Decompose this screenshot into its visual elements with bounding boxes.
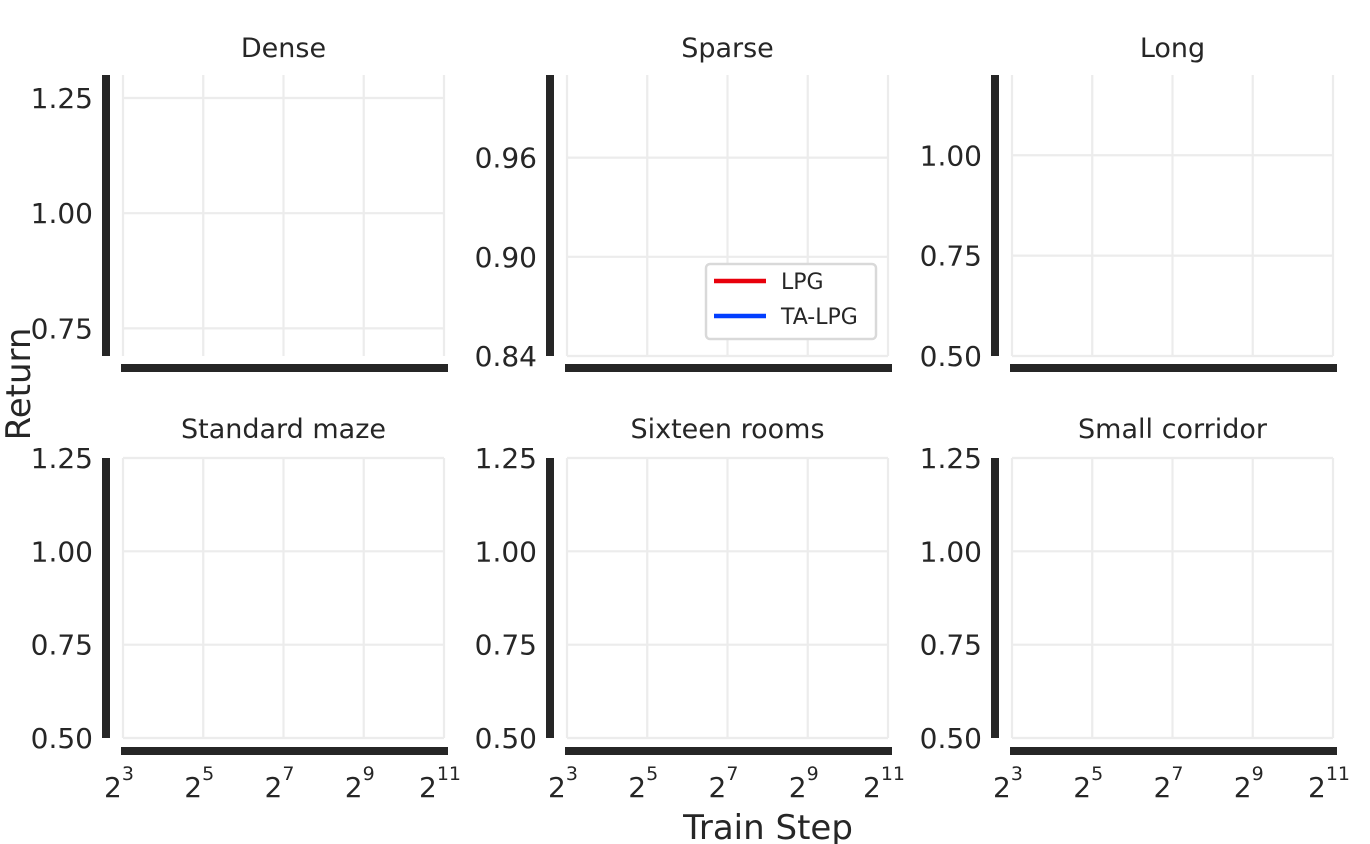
y-tick-label: 0.75 xyxy=(475,629,537,662)
y-tick-label: 1.25 xyxy=(475,442,537,475)
y-tick-label: 0.96 xyxy=(475,142,537,175)
x-tick-label: 29 xyxy=(789,763,819,804)
y-tick-label: 1.00 xyxy=(920,535,982,568)
x-tick-label: 25 xyxy=(1073,763,1103,804)
y-tick-label: 0.50 xyxy=(31,722,93,755)
panel-long: 0.50 0.75 1.00 Long xyxy=(920,33,1337,373)
x-axis-label: Train Step xyxy=(682,808,853,844)
legend-label-ta-lpg: TA-LPG xyxy=(780,305,858,330)
panel-title: Long xyxy=(1140,33,1205,64)
y-tick-label: 1.00 xyxy=(31,535,93,568)
legend-label-lpg: LPG xyxy=(781,270,824,295)
panel-title: Sixteen rooms xyxy=(630,414,824,445)
x-tick-label: 211 xyxy=(1308,763,1350,804)
x-tick-label: 27 xyxy=(265,763,295,804)
panel-standard-maze: 0.50 0.75 1.00 1.25 Standard maze 23 25 27 29 211 xyxy=(31,414,461,804)
x-tick-label: 27 xyxy=(709,763,739,804)
panels: 0.751.001.25Dense0.840.900.96Sparse0.500… xyxy=(31,33,1350,804)
panel-title: Standard maze xyxy=(181,414,386,445)
x-tick-label: 29 xyxy=(345,763,375,804)
panel-title: Dense xyxy=(241,33,326,64)
y-tick-label: 1.25 xyxy=(920,442,982,475)
panel-sixteen-rooms: 0.50 0.75 1.00 1.25 Sixteen rooms 23 25 27 29 211 xyxy=(475,414,905,804)
y-tick-label: 1.25 xyxy=(31,442,93,475)
y-tick-label: 1.00 xyxy=(475,535,537,568)
y-tick-label: 0.90 xyxy=(475,241,537,274)
x-tick-label: 23 xyxy=(548,763,578,804)
x-tick-label: 23 xyxy=(104,763,134,804)
panel-title: Sparse xyxy=(681,33,774,64)
y-tick-label: 1.00 xyxy=(31,197,93,230)
y-tick-label: 1.00 xyxy=(920,139,982,172)
x-tick-label: 25 xyxy=(184,763,214,804)
panel-small-corridor: 0.50 0.75 1.00 1.25 Small corridor 23 25 27 29 21… xyxy=(920,414,1350,804)
x-tick-label: 27 xyxy=(1154,763,1184,804)
y-axis-label: Return xyxy=(0,328,39,441)
panel-title: Small corridor xyxy=(1078,414,1268,445)
x-tick-label: 23 xyxy=(993,763,1023,804)
x-tick-label: 211 xyxy=(863,763,905,804)
y-tick-label: 0.75 xyxy=(920,629,982,662)
y-tick-label: 1.25 xyxy=(31,82,93,115)
x-tick-label: 25 xyxy=(628,763,658,804)
y-tick-label: 0.75 xyxy=(31,629,93,662)
x-tick-label: 211 xyxy=(419,763,461,804)
y-tick-label: 0.50 xyxy=(920,722,982,755)
panel-dense: 0.75 1.00 1.25 Dense xyxy=(31,33,448,372)
x-tick-label: 29 xyxy=(1234,763,1264,804)
y-tick-label: 0.50 xyxy=(920,340,982,373)
y-tick-label: 0.75 xyxy=(920,240,982,273)
y-tick-label: 0.75 xyxy=(31,312,93,345)
y-tick-label: 0.84 xyxy=(475,340,537,373)
legend: LPG TA-LPG xyxy=(704,262,878,341)
y-tick-label: 0.50 xyxy=(475,722,537,755)
